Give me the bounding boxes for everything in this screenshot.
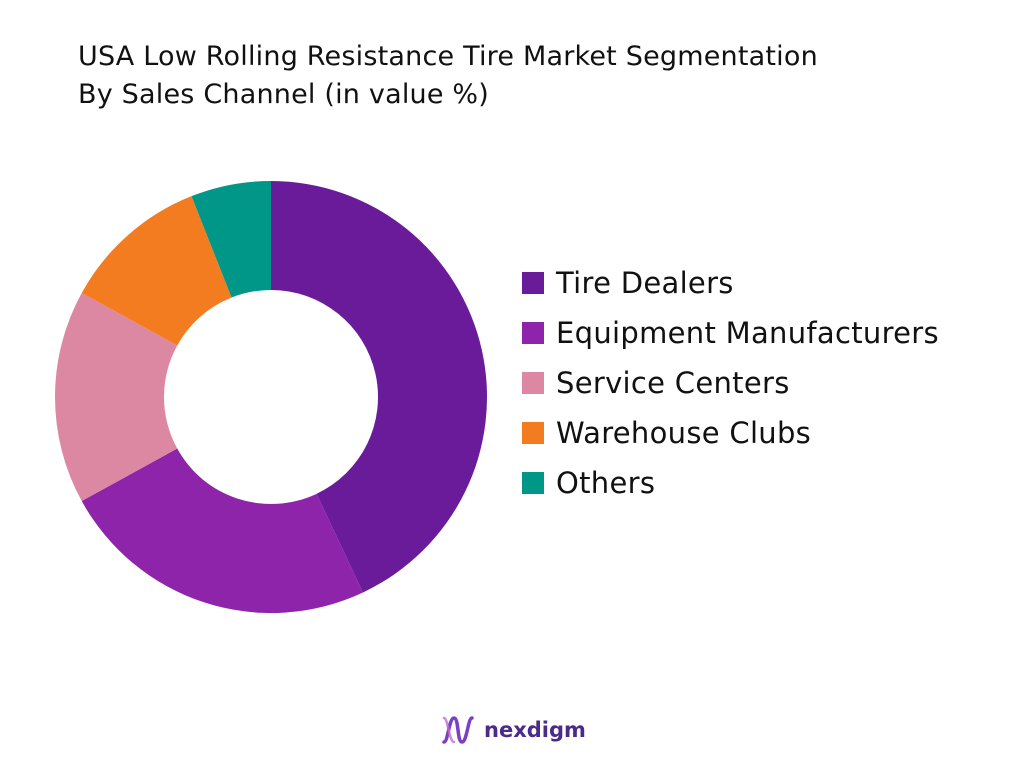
legend-label-others: Others: [556, 466, 656, 500]
brand-name: nexdigm: [484, 718, 586, 742]
nexdigm-logo-icon: [442, 716, 474, 744]
donut-chart: [55, 181, 487, 613]
chart-title: USA Low Rolling Resistance Tire Market S…: [78, 38, 818, 114]
legend-swatch-warehouse-clubs: [522, 422, 544, 444]
legend-label-warehouse-clubs: Warehouse Clubs: [556, 416, 812, 450]
legend-label-tire-dealers: Tire Dealers: [556, 266, 734, 300]
legend-item-tire-dealers: Tire Dealers: [522, 258, 939, 308]
donut-slice-equipment-manufacturers: [81, 448, 363, 613]
brand-logo: nexdigm: [440, 712, 586, 748]
legend-swatch-others: [522, 472, 544, 494]
legend-label-equipment-manufacturers: Equipment Manufacturers: [556, 316, 939, 350]
legend-item-others: Others: [522, 458, 939, 508]
legend-item-equipment-manufacturers: Equipment Manufacturers: [522, 308, 939, 358]
donut-slice-tire-dealers: [271, 181, 487, 593]
legend: Tire Dealers Equipment Manufacturers Ser…: [522, 258, 939, 508]
legend-item-warehouse-clubs: Warehouse Clubs: [522, 408, 939, 458]
donut-slice-warehouse-clubs: [81, 196, 232, 346]
legend-item-service-centers: Service Centers: [522, 358, 939, 408]
legend-label-service-centers: Service Centers: [556, 366, 790, 400]
donut-slice-others: [191, 181, 271, 298]
chart-title-line-2: By Sales Channel (in value %): [78, 79, 490, 110]
legend-swatch-equipment-manufacturers: [522, 322, 544, 344]
legend-swatch-service-centers: [522, 372, 544, 394]
donut-slice-service-centers: [55, 292, 178, 502]
legend-swatch-tire-dealers: [522, 272, 544, 294]
chart-title-line-1: USA Low Rolling Resistance Tire Market S…: [78, 41, 818, 72]
